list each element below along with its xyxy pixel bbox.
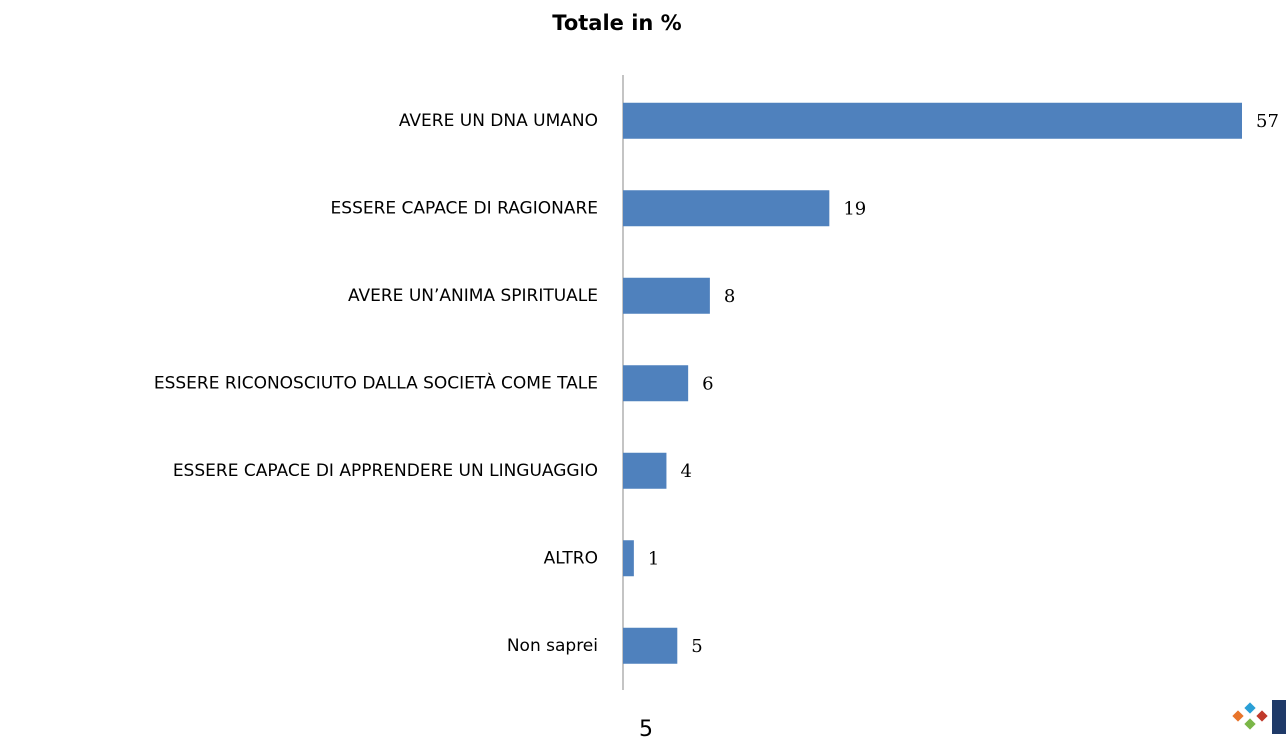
bar: [623, 540, 634, 577]
category-label: AVERE UN’ANIMA SPIRITUALE: [348, 286, 598, 306]
category-label: ESSERE CAPACE DI APPRENDERE UN LINGUAGGI…: [173, 461, 598, 481]
category-label: AVERE UN DNA UMANO: [399, 111, 598, 131]
logo: [1232, 700, 1286, 734]
category-label: ALTRO: [544, 548, 598, 568]
bar: [623, 365, 689, 402]
bar: [623, 190, 830, 227]
bar: [623, 452, 667, 489]
data-label: 19: [843, 198, 866, 219]
data-label: 5: [691, 636, 702, 657]
chart-title: Totale in %: [552, 11, 681, 35]
data-label: 57: [1256, 111, 1279, 132]
data-label: 4: [680, 461, 691, 482]
page-number: 5: [639, 717, 653, 742]
bar: [623, 277, 710, 314]
bar: [623, 102, 1242, 139]
category-label: ESSERE RICONOSCIUTO DALLA SOCIETÀ COME T…: [154, 371, 598, 393]
data-label: 8: [724, 286, 735, 307]
bar: [623, 627, 678, 664]
data-label: 6: [702, 373, 713, 394]
category-label: Non saprei: [507, 636, 598, 656]
category-label: ESSERE CAPACE DI RAGIONARE: [331, 198, 598, 218]
data-label: 1: [648, 548, 659, 569]
